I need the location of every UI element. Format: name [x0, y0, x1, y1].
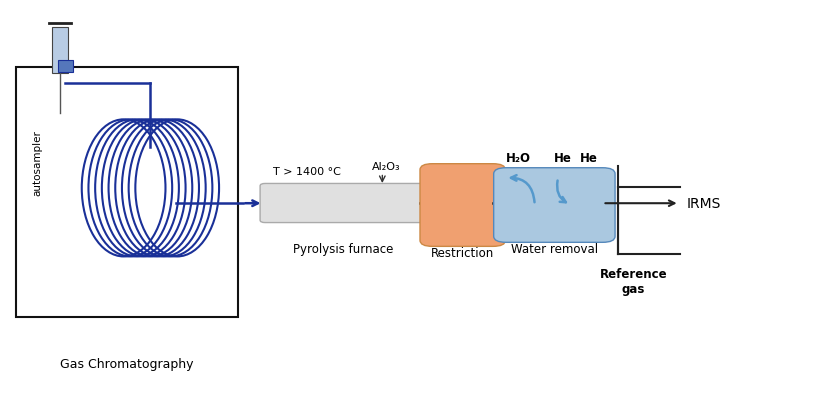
Bar [17, 68, 239, 317]
Text: Gas Chromatography: Gas Chromatography [60, 357, 194, 370]
Text: He: He [554, 151, 571, 164]
Text: Pyrolysis furnace: Pyrolysis furnace [293, 242, 393, 255]
Text: autosampler: autosampler [33, 130, 42, 195]
Text: He: He [580, 151, 598, 164]
FancyBboxPatch shape [420, 164, 506, 247]
Text: Restriction: Restriction [431, 246, 494, 259]
Bar [58, 60, 73, 72]
Text: IRMS: IRMS [686, 197, 721, 211]
Text: T > 1400 °C: T > 1400 °C [274, 166, 341, 176]
Text: Water removal: Water removal [512, 242, 598, 255]
Text: Reference
gas: Reference gas [600, 267, 667, 295]
FancyBboxPatch shape [260, 184, 425, 223]
Bar [51, 28, 68, 74]
FancyBboxPatch shape [494, 168, 615, 243]
Text: Al₂O₃: Al₂O₃ [372, 161, 401, 171]
Text: H₂O: H₂O [506, 151, 530, 164]
